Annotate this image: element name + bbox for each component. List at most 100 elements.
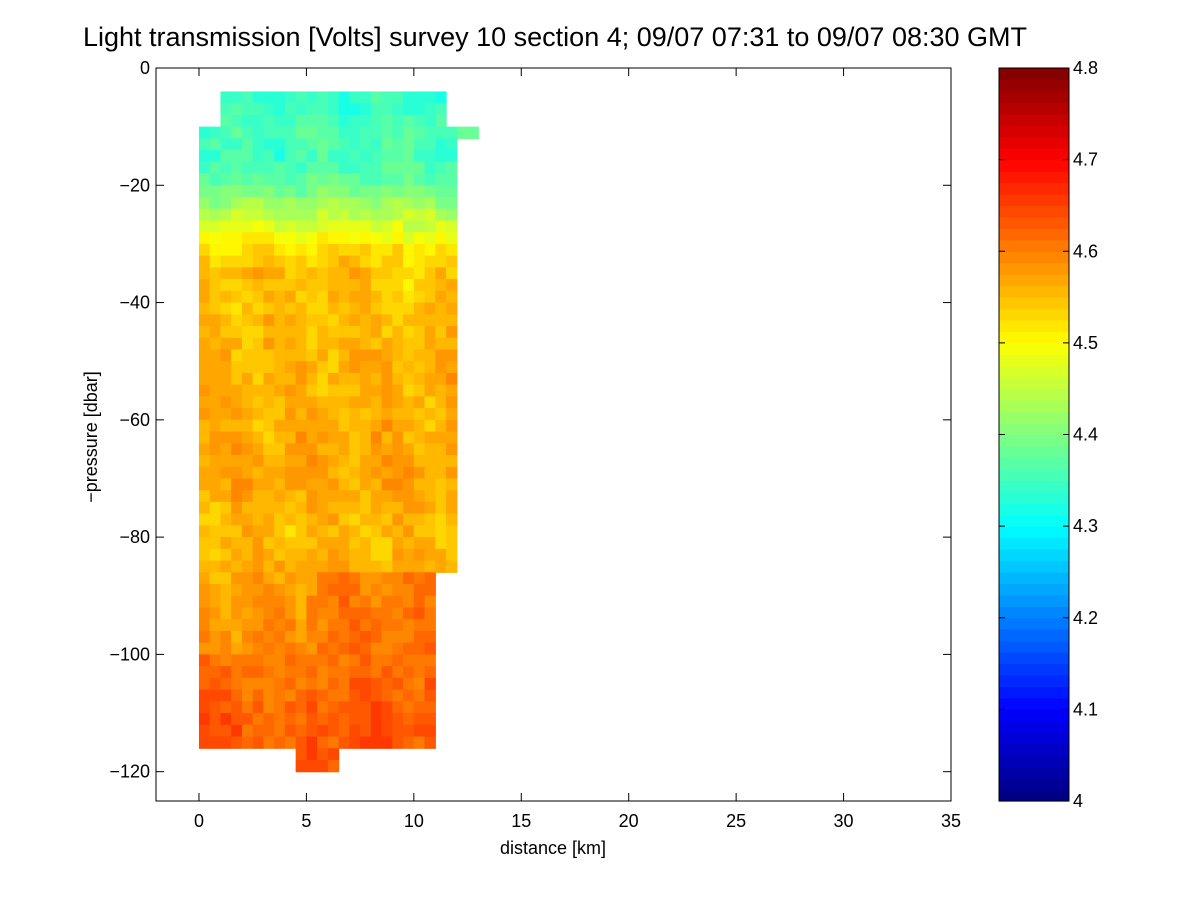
contour-cell (252, 607, 265, 620)
contour-cell (413, 736, 426, 749)
contour-cell (424, 689, 436, 702)
contour-cell (327, 290, 340, 304)
contour-cell (360, 689, 372, 702)
contour-cell (274, 349, 286, 362)
contour-cell (338, 584, 350, 597)
contour-cell (381, 326, 393, 339)
contour-cell (381, 103, 393, 116)
contour-cell (327, 595, 340, 609)
contour-cell (435, 220, 447, 233)
contour-cell (263, 642, 275, 655)
contour-cell (306, 501, 318, 515)
contour-cell (424, 279, 436, 292)
contour-cell (381, 138, 393, 151)
contour-cell (198, 584, 211, 597)
contour-cell (241, 419, 254, 433)
colorbar-band (999, 388, 1069, 401)
contour-cell (446, 267, 458, 280)
contour-cell (198, 466, 211, 480)
contour-cell (231, 185, 243, 198)
chart-title: Light transmission [Volts] survey 10 sec… (82, 22, 1028, 52)
contour-cell (327, 185, 340, 198)
contour-cell (424, 466, 436, 480)
contour-cell (198, 642, 211, 655)
contour-cell (413, 232, 426, 245)
contour-cell (220, 126, 232, 139)
contour-cell (209, 572, 222, 585)
contour-cell (306, 161, 318, 175)
contour-cell (327, 619, 340, 632)
contour-cell (435, 232, 447, 245)
contour-cell (220, 654, 232, 667)
contour-cell (338, 478, 350, 491)
contour-cell (370, 713, 383, 726)
contour-cell (317, 642, 329, 655)
contour-cell (252, 150, 265, 163)
contour-cell (241, 279, 254, 292)
colorbar-band (999, 766, 1069, 779)
contour-cell (306, 185, 318, 198)
contour-cell (424, 220, 436, 233)
contour-cell (220, 595, 232, 609)
contour-cell (370, 419, 383, 433)
contour-cell (435, 490, 447, 503)
contour-cell (295, 443, 307, 456)
contour-cell (220, 630, 232, 644)
contour-cell (413, 713, 426, 726)
contour-cell (284, 513, 297, 526)
contour-cell (446, 501, 458, 515)
contour-cell (370, 290, 383, 304)
colorbar-band (999, 113, 1069, 126)
contour-cell (338, 642, 350, 655)
contour-cell (274, 537, 286, 550)
colorbar-band (999, 457, 1069, 470)
contour-cell (349, 666, 361, 679)
contour-cell (446, 537, 458, 550)
contour-cell (295, 560, 307, 573)
y-tick-label: −20 (119, 175, 150, 195)
contour-cell (220, 150, 232, 163)
contour-cell (306, 666, 318, 679)
contour-cell (381, 525, 393, 538)
contour-cell (349, 689, 361, 702)
contour-cell (360, 677, 372, 691)
contour-cell (435, 337, 447, 351)
contour-cell (306, 408, 318, 421)
contour-cell (338, 537, 350, 550)
contour-cell (327, 138, 340, 151)
contour-cell (435, 501, 447, 515)
contour-cell (435, 443, 447, 456)
contour-cell (338, 501, 350, 515)
contour-cell (263, 396, 275, 409)
contour-cell (284, 572, 297, 585)
contour-cell (263, 595, 275, 609)
contour-cell (424, 232, 436, 245)
contour-cell (424, 173, 436, 186)
contour-cell (446, 431, 458, 444)
contour-cell (338, 361, 350, 374)
contour-cell (317, 372, 329, 386)
contour-cell (413, 525, 426, 538)
contour-cell (231, 701, 243, 714)
contour-cell (295, 126, 307, 139)
contour-cell (306, 759, 318, 773)
contour-cell (295, 548, 307, 562)
contour-cell (424, 572, 436, 585)
contour-cell (295, 466, 307, 480)
contour-cell (370, 185, 383, 198)
contour-cell (370, 607, 383, 620)
contour-cell (317, 161, 329, 175)
contour-cell (317, 185, 329, 198)
contour-cell (317, 314, 329, 327)
contour-cell (327, 443, 340, 456)
contour-cell (263, 584, 275, 597)
contour-cell (349, 208, 361, 222)
contour-cell (413, 361, 426, 374)
contour-cell (403, 326, 415, 339)
contour-cell (403, 630, 415, 644)
contour-cell (306, 138, 318, 151)
contour-cell (349, 677, 361, 691)
contour-cell (392, 478, 404, 491)
contour-cell (306, 466, 318, 480)
contour-cell (284, 560, 297, 573)
